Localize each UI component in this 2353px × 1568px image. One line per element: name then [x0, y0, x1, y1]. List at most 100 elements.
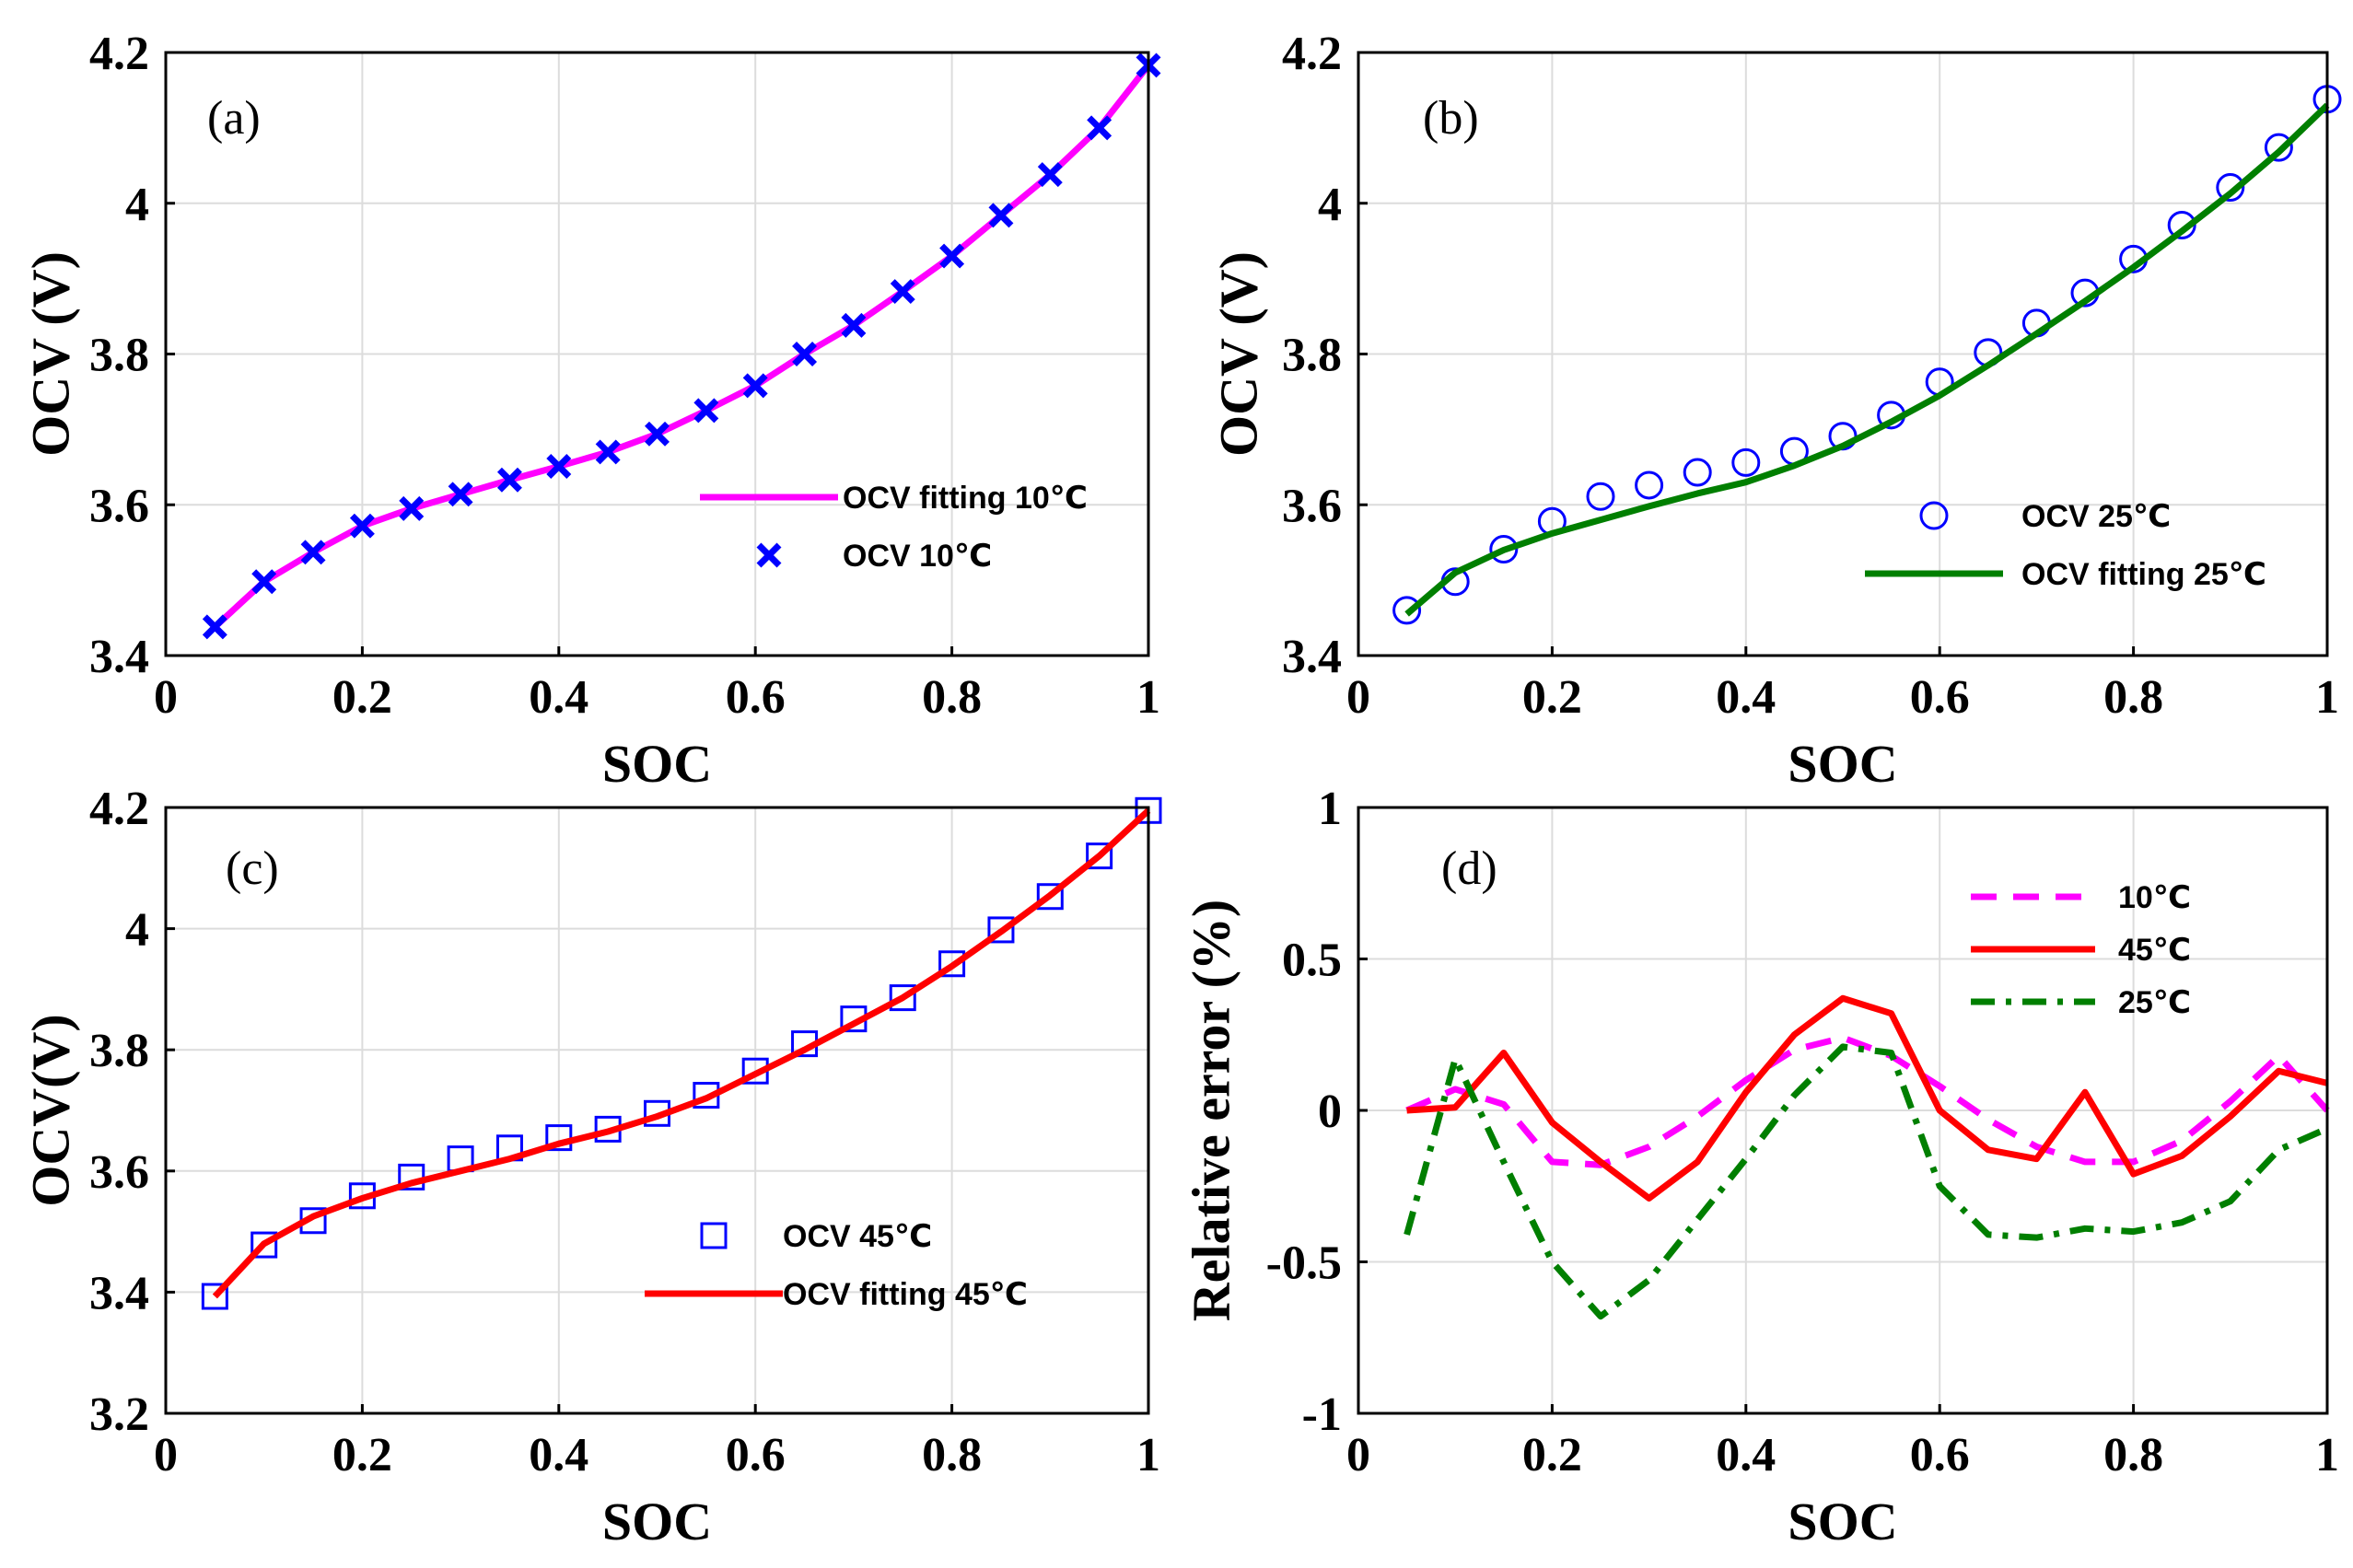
- y-tick-label: -1: [1302, 1388, 1342, 1441]
- x-tick-label: 0.8: [922, 671, 982, 724]
- data-point-square-marker: [987, 916, 1015, 944]
- chart-panel-a: 0 0.2 0.4 0.6 0.8 1 3.4 3.6 3.8 4 4.2 SOC OCV (V) (a)…: [21, 28, 1161, 794]
- y-tick-label: 3.8: [89, 1025, 149, 1077]
- data-point-x-marker: [448, 482, 473, 507]
- data-point-x-marker: [546, 454, 572, 479]
- data-point-x-marker: [300, 540, 326, 565]
- y-tick-label: 3.4: [89, 1267, 149, 1319]
- legend-circle-marker: [1919, 501, 1949, 530]
- data-point-square-marker: [201, 1283, 228, 1310]
- x-tick-label: 0.4: [1716, 1429, 1776, 1481]
- legend: OCV fitting 10℃ OCV 10℃: [700, 481, 1088, 574]
- y-tick-label: 3.4: [89, 631, 149, 683]
- series-ocv-10-: [202, 52, 1161, 640]
- data-point-x-marker: [645, 421, 670, 447]
- legend: 10℃ 45℃ 25℃: [1971, 880, 2191, 1020]
- data-point-x-marker: [693, 398, 719, 424]
- data-point-x-marker: [399, 495, 425, 521]
- y-tick-label: 3.6: [89, 1146, 149, 1199]
- x-tick-label: 0.6: [726, 671, 786, 724]
- data-point-x-marker: [939, 243, 965, 269]
- x-tick-label: 1: [1136, 1429, 1160, 1481]
- data-point-square-marker: [889, 984, 916, 1012]
- data-point-square-marker: [250, 1231, 278, 1259]
- data-point-circle-marker: [1635, 470, 1664, 500]
- plot-frame: [164, 806, 1150, 1415]
- chart-panel-c: 0 0.2 0.4 0.6 0.8 1 3.2 3.4 3.6 3.8 4 4.2 SOC OCV(V) (…: [21, 783, 1162, 1551]
- y-tick-label: 4.2: [89, 28, 149, 80]
- x-tick-label: 0.6: [726, 1429, 786, 1481]
- data-point-x-marker: [841, 312, 867, 338]
- legend: OCV 45℃ OCV fitting 45℃: [645, 1219, 1028, 1312]
- series-10--line: [1405, 1034, 2330, 1168]
- data-point-x-marker: [496, 467, 522, 493]
- y-axis-label: Relative error (%): [1182, 900, 1241, 1321]
- legend-label: 25℃: [2118, 985, 2191, 1020]
- x-tick-label: 0.8: [2103, 1429, 2163, 1481]
- x-tick-label: 1: [2315, 1429, 2339, 1481]
- x-tick-label: 0.2: [332, 1429, 392, 1481]
- y-tick-label: 0: [1318, 1086, 1342, 1138]
- data-point-circle-marker: [2264, 133, 2293, 162]
- data-point-x-marker: [595, 439, 621, 465]
- y-tick-label: 4.2: [89, 783, 149, 835]
- data-point-x-marker: [251, 569, 277, 595]
- series-ocv-fitting-45--line: [212, 807, 1151, 1299]
- y-tick-label: 3.6: [89, 480, 149, 532]
- y-tick-label: 1: [1318, 783, 1342, 835]
- y-tick-label: 4.2: [1282, 28, 1342, 80]
- data-point-circle-marker: [1683, 458, 1712, 487]
- data-point-circle-marker: [1392, 596, 1422, 625]
- plot-area: [166, 807, 1148, 1413]
- panel-label: (b): [1423, 92, 1479, 145]
- data-point-x-marker: [202, 614, 227, 640]
- y-tick-label: 3.4: [1282, 631, 1342, 683]
- data-point-circle-marker: [2216, 173, 2245, 203]
- y-tick-label: 3.8: [1282, 330, 1342, 382]
- panel-label: (a): [207, 92, 261, 145]
- legend-label: OCV fitting 10℃: [843, 481, 1088, 516]
- y-tick-label: 4: [125, 904, 149, 957]
- data-point-x-marker: [349, 513, 375, 539]
- x-tick-label: 0.4: [529, 1429, 588, 1481]
- x-tick-label: 0.8: [922, 1429, 982, 1481]
- data-point-x-marker: [1087, 115, 1112, 141]
- x-tick-label: 1: [2315, 671, 2339, 724]
- x-axis-label: SOC: [602, 1492, 712, 1551]
- y-tick-label: 4: [1318, 179, 1342, 231]
- x-tick-label: 0: [154, 1429, 178, 1481]
- series-25--line: [1404, 1043, 2329, 1320]
- legend-label: OCV 10℃: [843, 539, 992, 574]
- series-ocv-fitting-25--line: [1404, 102, 2330, 617]
- legend-label: OCV fitting 25℃: [2021, 557, 2266, 592]
- legend-label: OCV fitting 45℃: [783, 1277, 1028, 1312]
- legend-label: OCV 45℃: [783, 1219, 932, 1254]
- chart-panel-b: 0 0.2 0.4 0.6 0.8 1 3.4 3.6 3.8 4 4.2 SOC OCV (V) (b)…: [1209, 28, 2342, 794]
- data-point-x-marker: [988, 203, 1014, 228]
- x-tick-label: 0: [1346, 1429, 1370, 1481]
- data-point-x-marker: [792, 342, 818, 366]
- x-tick-label: 0: [1346, 671, 1370, 724]
- legend: OCV 25℃ OCV fitting 25℃: [1865, 499, 2266, 592]
- data-point-circle-marker: [1489, 535, 1519, 564]
- data-point-circle-marker: [1586, 482, 1615, 511]
- y-axis-label: OCV (V): [1209, 251, 1269, 457]
- x-axis-label: SOC: [1788, 1492, 1897, 1551]
- x-tick-label: 0.4: [1716, 671, 1776, 724]
- x-tick-label: 0.6: [1910, 671, 1970, 724]
- legend-square-marker: [700, 1222, 728, 1249]
- y-tick-label: 3.6: [1282, 480, 1342, 532]
- x-axis-label: SOC: [1788, 734, 1897, 794]
- x-tick-label: 0.6: [1910, 1429, 1970, 1481]
- y-tick-label: 0.5: [1282, 935, 1342, 987]
- legend-x-marker: [756, 542, 782, 568]
- panel-label: (d): [1441, 842, 1497, 895]
- y-tick-label: 3.8: [89, 330, 149, 382]
- data-point-x-marker: [890, 279, 915, 305]
- x-tick-label: 1: [1136, 671, 1160, 724]
- data-point-x-marker: [1037, 162, 1063, 188]
- legend-label: OCV 25℃: [2021, 499, 2171, 534]
- y-axis-label: OCV (V): [21, 251, 81, 457]
- legend-label: 10℃: [2118, 880, 2191, 915]
- x-tick-label: 0.2: [1522, 671, 1582, 724]
